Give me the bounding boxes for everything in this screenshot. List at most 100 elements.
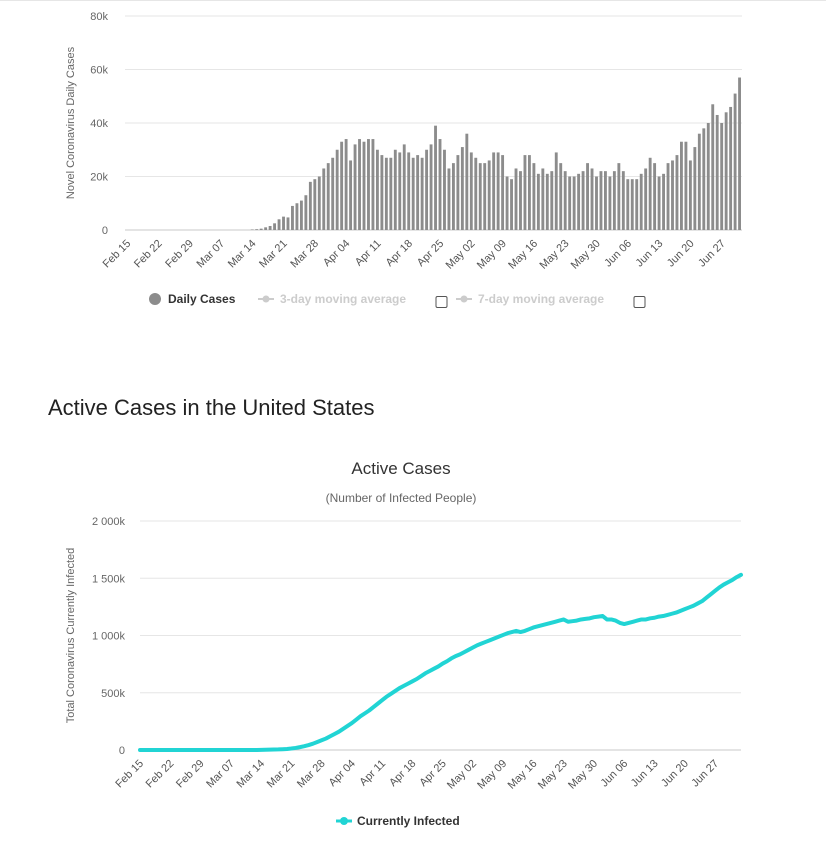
bar[interactable] [505,176,509,231]
bar[interactable] [295,203,299,230]
bar[interactable] [344,139,348,230]
bar[interactable] [680,141,683,230]
bar[interactable] [474,157,478,230]
bar[interactable] [693,147,697,230]
bar[interactable] [434,125,437,230]
bar[interactable] [469,152,473,230]
bar[interactable] [438,139,442,230]
bar[interactable] [523,155,527,230]
bar[interactable] [626,179,630,230]
legend-item-currently-infected[interactable]: Currently Infected [336,814,460,828]
bar[interactable] [358,139,361,230]
bar[interactable] [313,179,317,230]
bar[interactable] [657,176,661,231]
bar[interactable] [563,171,567,230]
bar[interactable] [340,141,344,230]
bar[interactable] [733,93,737,230]
bar[interactable] [496,152,500,230]
bar[interactable] [648,157,652,230]
bar[interactable] [536,173,540,230]
bar[interactable] [572,176,576,231]
bar[interactable] [304,195,308,230]
bar[interactable] [532,163,536,230]
bar[interactable] [715,114,719,230]
bar[interactable] [639,173,643,230]
bar[interactable] [487,160,491,230]
bar[interactable] [492,152,496,230]
bar[interactable] [541,168,545,230]
bar[interactable] [402,144,406,230]
bar[interactable] [590,168,594,230]
bar[interactable] [273,223,277,230]
bar[interactable] [282,216,285,230]
bar[interactable] [653,163,657,230]
bar[interactable] [550,171,554,230]
bar[interactable] [371,139,375,230]
bar[interactable] [519,171,522,230]
bar[interactable] [621,171,625,230]
bar[interactable] [264,227,268,230]
bar[interactable] [411,157,415,230]
bar[interactable] [299,200,303,230]
bar[interactable] [255,229,259,230]
bar[interactable] [353,144,357,230]
moving-average-3day-checkbox[interactable] [435,296,448,308]
bar[interactable] [630,179,634,230]
bar[interactable] [581,171,585,230]
bar[interactable] [308,181,312,230]
bar[interactable] [671,160,674,230]
bar[interactable] [706,123,710,230]
bar[interactable] [483,163,487,230]
bar[interactable] [702,128,706,230]
bar[interactable] [384,157,388,230]
bar[interactable] [545,173,549,230]
bar[interactable] [429,144,433,230]
bar[interactable] [259,228,263,230]
bar[interactable] [335,149,339,230]
bar[interactable] [389,157,393,230]
bar[interactable] [367,139,370,230]
bar[interactable] [554,152,558,230]
bar[interactable] [586,163,589,230]
bar[interactable] [291,205,294,230]
legend-item-3day-average[interactable]: 3-day moving average [258,292,406,306]
bar[interactable] [720,123,724,230]
bar[interactable] [425,149,429,230]
bar[interactable] [608,176,612,231]
bar[interactable] [331,157,335,230]
bar[interactable] [599,171,603,230]
bar[interactable] [460,147,464,230]
bar[interactable] [738,77,741,231]
bar[interactable] [465,133,469,230]
bar[interactable] [451,163,455,230]
bar[interactable] [514,168,518,230]
legend-item-7day-average[interactable]: 7-day moving average [456,292,604,306]
bar[interactable] [662,173,665,230]
bar[interactable] [277,219,281,230]
bar[interactable] [527,155,531,230]
bar[interactable] [456,155,460,230]
bar[interactable] [407,152,411,230]
bar[interactable] [711,104,715,230]
bar[interactable] [559,163,563,230]
bar[interactable] [577,173,581,230]
bar[interactable] [393,149,397,230]
bar[interactable] [416,155,420,230]
bar[interactable] [478,163,482,230]
bar[interactable] [362,141,366,230]
bar[interactable] [697,133,701,230]
bar[interactable] [380,155,384,230]
bar[interactable] [501,155,505,230]
legend-item-daily-cases[interactable]: Daily Cases [149,292,236,306]
bar[interactable] [635,179,639,230]
bar[interactable] [603,171,607,230]
bar[interactable] [349,160,353,230]
bar[interactable] [612,171,616,230]
bar[interactable] [595,176,598,231]
bar[interactable] [644,168,648,230]
series-line-currently-infected[interactable] [138,572,743,752]
bar[interactable] [398,152,402,230]
bar[interactable] [326,163,330,230]
bar[interactable] [510,179,513,230]
bar[interactable] [447,168,451,230]
